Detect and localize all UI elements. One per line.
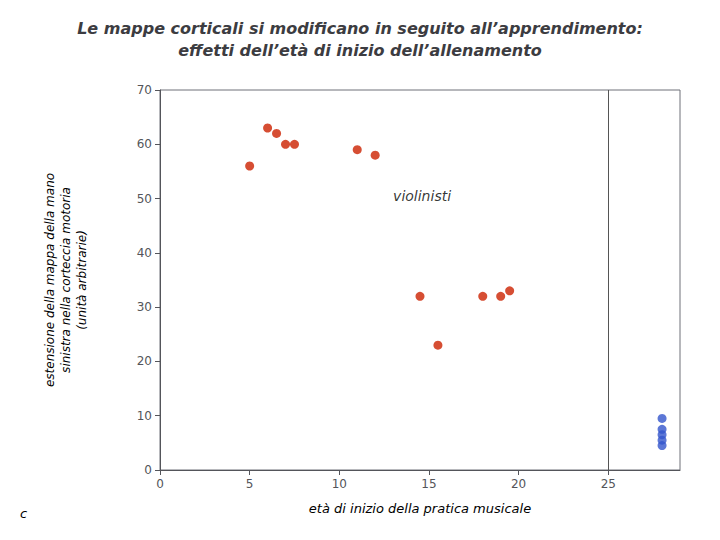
svg-text:(unità arbitrarie): (unità arbitrarie) — [75, 230, 89, 330]
svg-text:40: 40 — [137, 246, 152, 260]
svg-text:70: 70 — [137, 83, 152, 97]
svg-text:0: 0 — [156, 477, 164, 491]
svg-text:effetti dell’età di inizio del: effetti dell’età di inizio dell’allename… — [178, 41, 542, 60]
svg-text:età di inizio della pratica mu: età di inizio della pratica musicale — [309, 501, 531, 516]
svg-text:25: 25 — [601, 477, 616, 491]
svg-text:20: 20 — [137, 354, 152, 368]
svg-text:violinisti: violinisti — [393, 188, 451, 204]
svg-text:10: 10 — [332, 477, 347, 491]
svg-text:c: c — [20, 506, 27, 521]
svg-text:10: 10 — [137, 409, 152, 423]
svg-text:sinistra nella corteccia motor: sinistra nella corteccia motoria — [59, 187, 73, 373]
svg-text:Le mappe corticali si modifica: Le mappe corticali si modificano in segu… — [77, 19, 643, 38]
svg-text:5: 5 — [246, 477, 254, 491]
svg-text:estensione della mappa della m: estensione della mappa della mano — [43, 173, 57, 387]
svg-text:60: 60 — [137, 137, 152, 151]
svg-text:15: 15 — [421, 477, 436, 491]
svg-text:50: 50 — [137, 192, 152, 206]
svg-text:30: 30 — [137, 300, 152, 314]
svg-text:20: 20 — [511, 477, 526, 491]
svg-text:0: 0 — [144, 463, 152, 477]
